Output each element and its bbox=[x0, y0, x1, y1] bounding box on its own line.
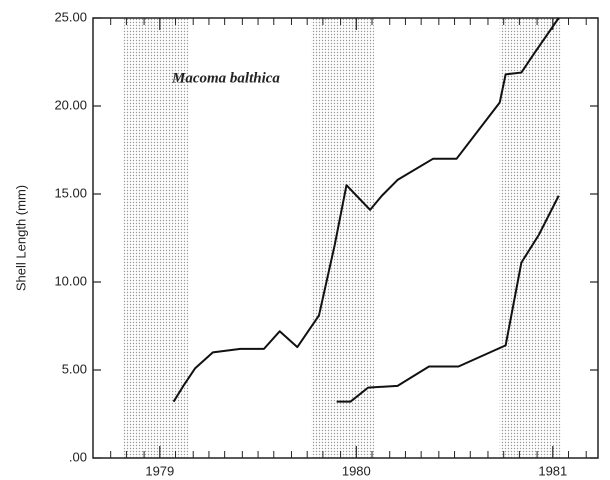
shaded-period bbox=[499, 18, 561, 458]
y-tick-label: 10.00 bbox=[54, 273, 87, 288]
plot-frame bbox=[92, 17, 599, 459]
x-tick-label: 1979 bbox=[145, 463, 174, 478]
annotation: Macoma balthica bbox=[171, 70, 280, 86]
y-tick-label: 20.00 bbox=[54, 97, 87, 112]
y-axis-label: Shell Length (mm) bbox=[13, 185, 28, 291]
y-tick-label: 25.00 bbox=[54, 9, 87, 24]
y-tick-label: 15.00 bbox=[54, 185, 87, 200]
x-tick-label: 1980 bbox=[342, 463, 371, 478]
y-tick-label: 5.00 bbox=[62, 361, 87, 376]
shaded-period bbox=[122, 18, 190, 458]
series-line bbox=[172, 17, 560, 403]
shaded-period bbox=[311, 18, 374, 458]
series-line bbox=[336, 195, 560, 403]
x-tick-label: 1981 bbox=[538, 463, 567, 478]
y-tick-label: .00 bbox=[69, 449, 87, 464]
